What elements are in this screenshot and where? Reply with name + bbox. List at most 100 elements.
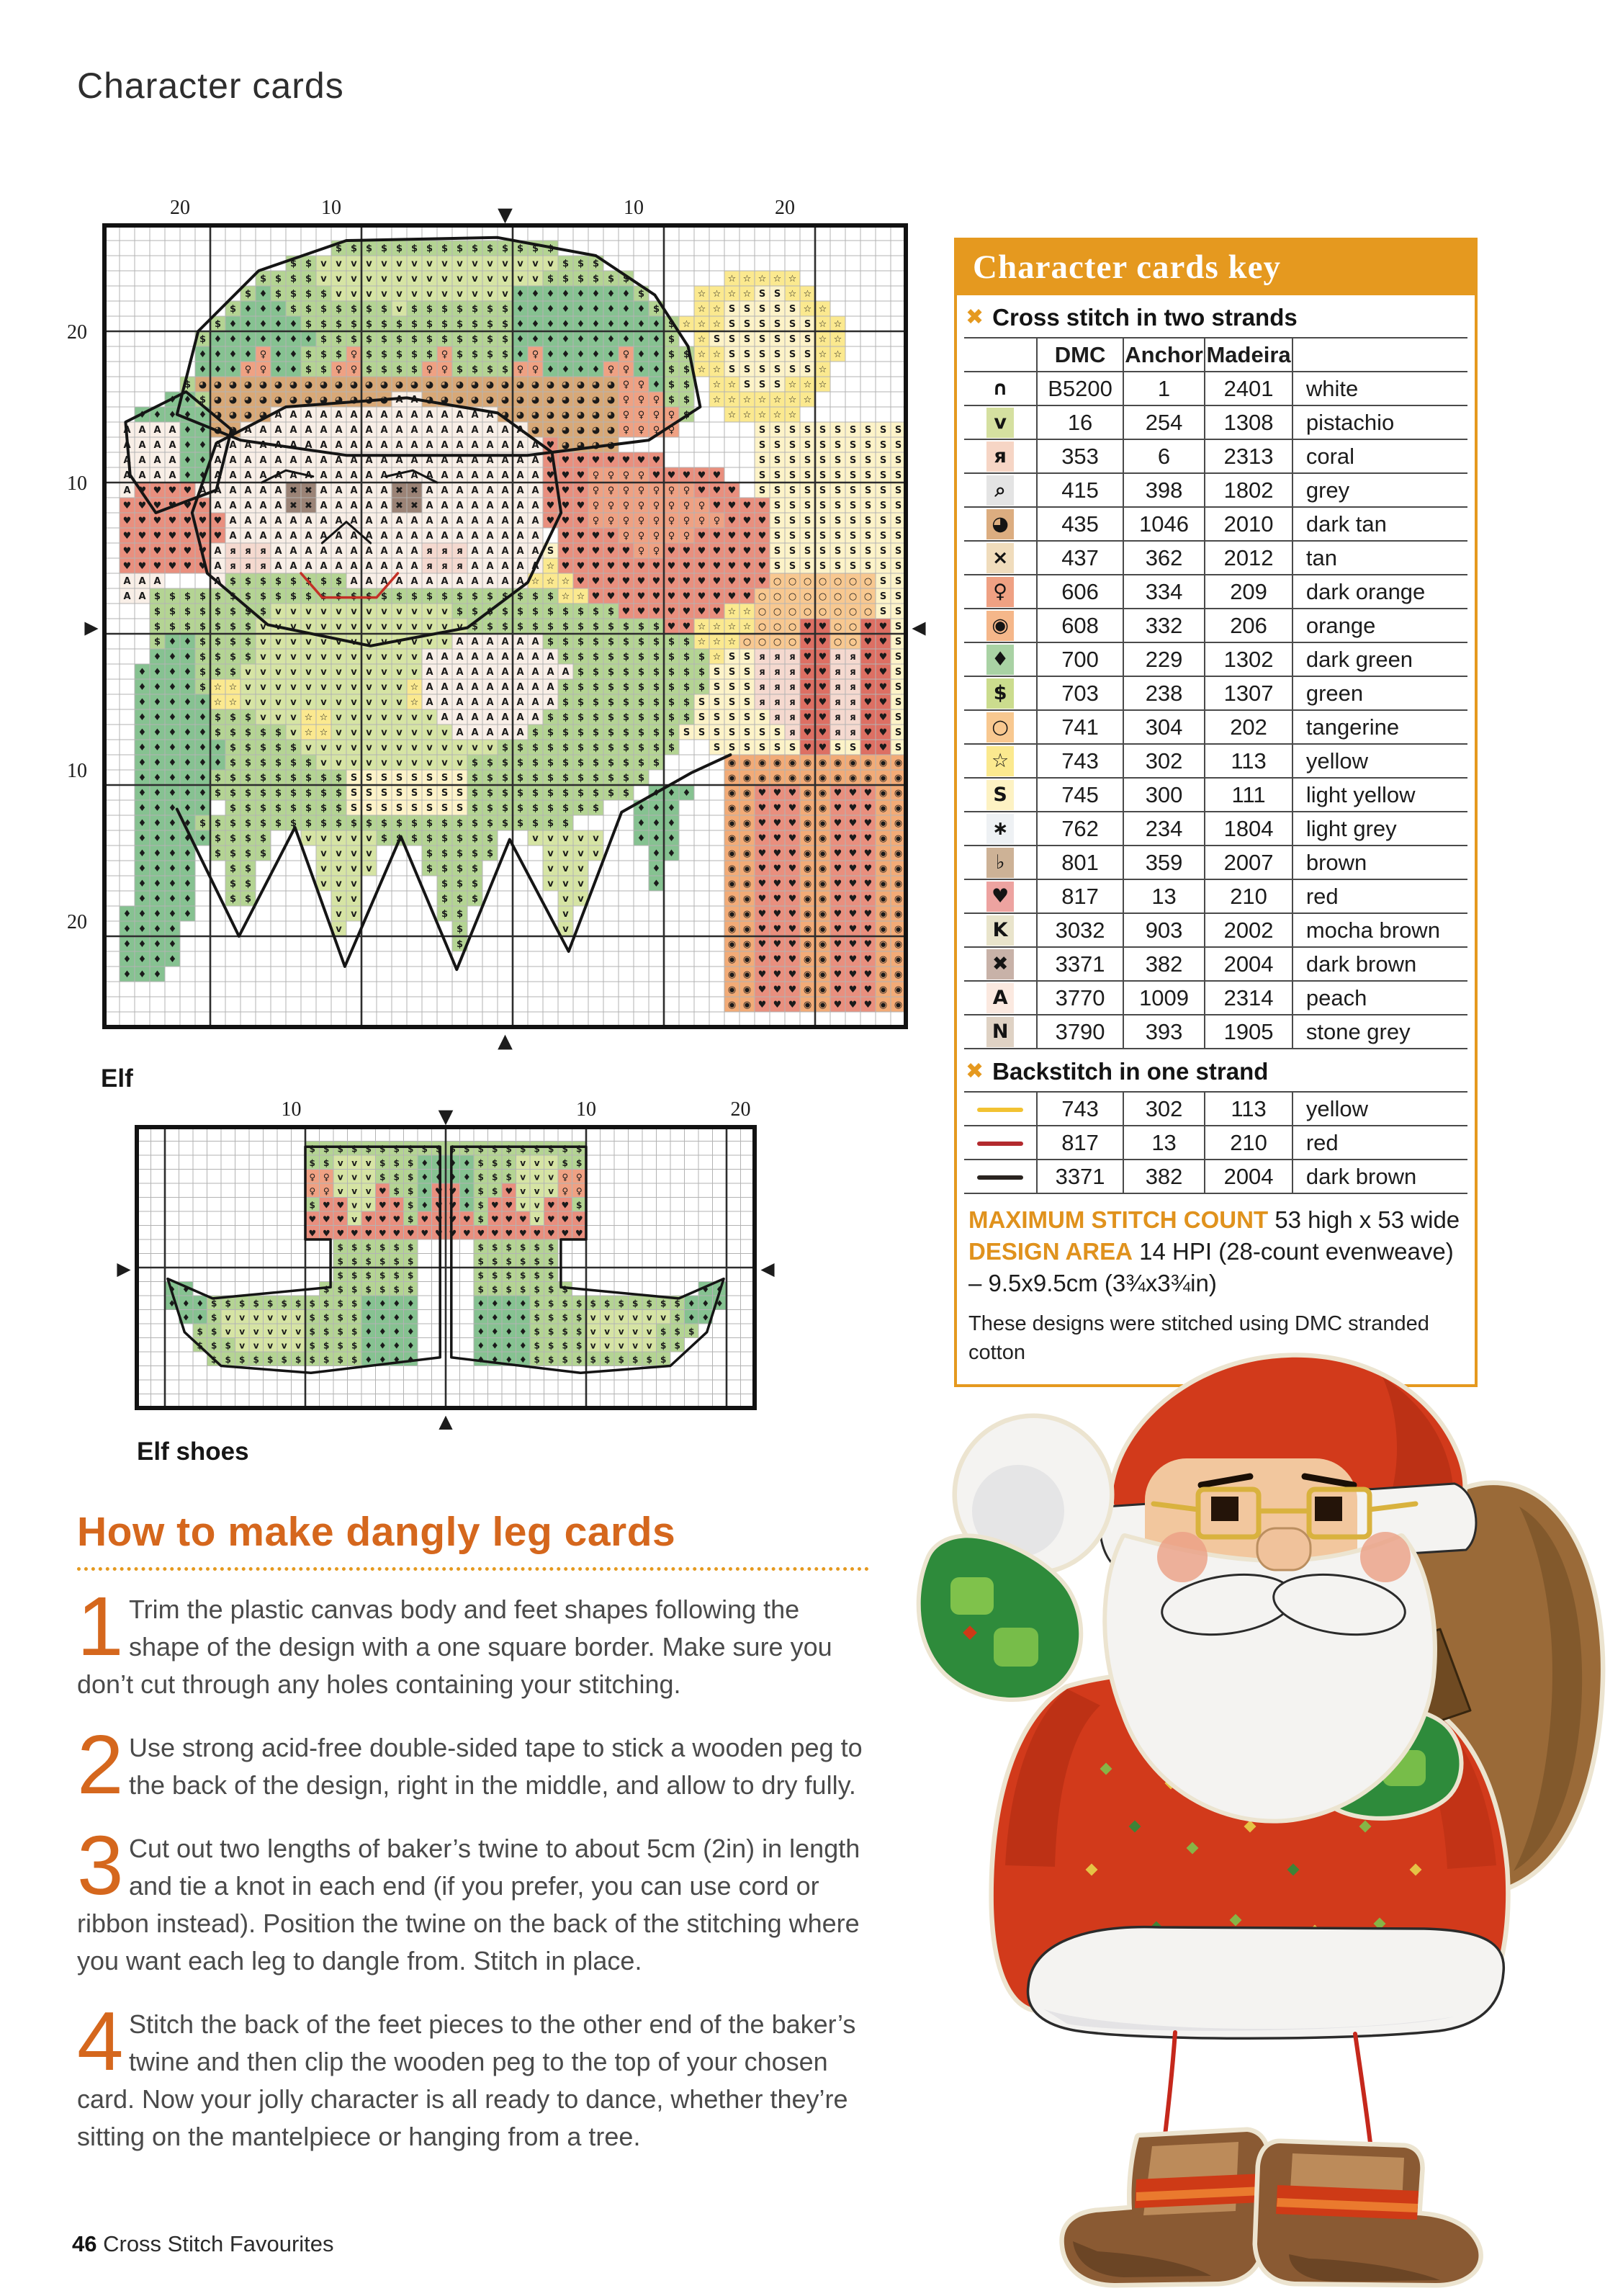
svg-text:$: $ bbox=[683, 652, 690, 663]
svg-text:$: $ bbox=[366, 1256, 372, 1266]
svg-text:♥: ♥ bbox=[758, 954, 767, 965]
svg-text:$: $ bbox=[668, 697, 675, 708]
svg-text:$: $ bbox=[441, 304, 448, 315]
svg-text:$: $ bbox=[517, 758, 523, 768]
svg-text:S: S bbox=[683, 727, 690, 738]
svg-text:v: v bbox=[366, 259, 372, 269]
svg-text:$: $ bbox=[184, 591, 191, 602]
svg-text:○: ○ bbox=[834, 576, 842, 587]
svg-text:A: A bbox=[501, 682, 508, 693]
svg-text:S: S bbox=[789, 485, 796, 496]
svg-text:$: $ bbox=[336, 788, 342, 799]
svg-text:♥: ♥ bbox=[758, 833, 767, 844]
svg-text:♦: ♦ bbox=[199, 833, 207, 844]
svg-text:♦: ♦ bbox=[153, 954, 162, 965]
svg-text:♥: ♥ bbox=[758, 864, 767, 874]
svg-text:S: S bbox=[850, 501, 856, 511]
key-row: K 3032 903 2002 mocha brown bbox=[964, 912, 1467, 947]
svg-text:A: A bbox=[486, 455, 493, 466]
svg-text:♦: ♦ bbox=[168, 909, 177, 920]
svg-text:♥: ♥ bbox=[577, 501, 585, 511]
svg-text:$: $ bbox=[441, 243, 448, 254]
svg-text:◉: ◉ bbox=[728, 894, 736, 905]
svg-text:S: S bbox=[396, 803, 403, 814]
svg-text:$: $ bbox=[593, 712, 599, 723]
svg-text:$: $ bbox=[260, 803, 266, 814]
svg-text:S: S bbox=[895, 743, 902, 753]
svg-text:♥: ♥ bbox=[562, 561, 570, 572]
key-madeira: 202 bbox=[1205, 709, 1293, 744]
svg-text:☆: ☆ bbox=[728, 274, 737, 284]
svg-text:S: S bbox=[804, 425, 811, 436]
svg-text:A: A bbox=[395, 576, 403, 587]
svg-text:◕: ◕ bbox=[531, 410, 539, 421]
svg-text:$: $ bbox=[547, 788, 554, 799]
svg-text:$: $ bbox=[426, 334, 433, 345]
svg-text:♥: ♥ bbox=[123, 546, 132, 557]
svg-text:♦: ♦ bbox=[637, 833, 646, 844]
svg-text:$: $ bbox=[472, 758, 478, 768]
svg-text:♦: ♦ bbox=[168, 803, 177, 814]
svg-text:A: A bbox=[380, 501, 387, 511]
svg-text:$: $ bbox=[290, 591, 297, 602]
key-madeira: 2012 bbox=[1205, 540, 1293, 575]
svg-text:$: $ bbox=[577, 727, 584, 738]
svg-text:◉: ◉ bbox=[894, 985, 902, 995]
svg-text:♥: ♥ bbox=[184, 516, 192, 526]
svg-text:♦: ♦ bbox=[184, 697, 192, 708]
svg-text:♀: ♀ bbox=[638, 425, 645, 436]
svg-text:◕: ◕ bbox=[577, 425, 585, 436]
svg-text:♥: ♥ bbox=[834, 848, 842, 859]
svg-text:v: v bbox=[534, 1158, 540, 1168]
svg-text:$: $ bbox=[653, 682, 660, 693]
svg-text:$: $ bbox=[506, 1158, 512, 1168]
key-row: $703 238 1307 green bbox=[964, 676, 1467, 710]
svg-text:♥: ♥ bbox=[336, 1200, 344, 1210]
svg-text:♦: ♦ bbox=[199, 440, 207, 451]
svg-text:♥: ♥ bbox=[683, 470, 691, 481]
key-colour-name: coral bbox=[1292, 439, 1467, 473]
svg-text:☆: ☆ bbox=[698, 334, 706, 345]
svg-text:v: v bbox=[351, 712, 357, 723]
svg-text:♦: ♦ bbox=[138, 833, 147, 844]
svg-text:A: A bbox=[289, 546, 297, 557]
svg-text:♦: ♦ bbox=[153, 712, 162, 723]
key-colour-name: mocha brown bbox=[1292, 912, 1467, 947]
svg-text:A: A bbox=[229, 440, 236, 451]
svg-text:◉: ◉ bbox=[758, 773, 766, 784]
key-row: × 437 362 2012 tan bbox=[964, 540, 1467, 575]
svg-text:S: S bbox=[850, 470, 856, 481]
svg-text:◉: ◉ bbox=[743, 788, 751, 799]
svg-text:◉: ◉ bbox=[758, 758, 766, 768]
svg-text:♦: ♦ bbox=[184, 803, 192, 814]
svg-text:◕: ◕ bbox=[501, 380, 509, 390]
svg-text:♀: ♀ bbox=[323, 1172, 330, 1182]
svg-text:A: A bbox=[426, 576, 433, 587]
svg-text:A: A bbox=[320, 455, 327, 466]
svg-text:A: A bbox=[501, 531, 508, 542]
svg-text:◉: ◉ bbox=[894, 773, 902, 784]
svg-text:◉: ◉ bbox=[894, 909, 902, 920]
step-text: Stitch the back of the feet pieces to th… bbox=[77, 2009, 856, 2151]
key-madeira: 210 bbox=[1205, 879, 1293, 913]
page-footer: 46 Cross Stitch Favourites bbox=[72, 2231, 334, 2257]
svg-text:$: $ bbox=[381, 833, 387, 844]
svg-text:◕: ◕ bbox=[562, 410, 570, 421]
svg-text:♥: ♥ bbox=[153, 561, 162, 572]
svg-text:$: $ bbox=[441, 864, 448, 874]
svg-text:♦: ♦ bbox=[592, 319, 601, 330]
stitch-symbol: ○ bbox=[964, 709, 1038, 744]
svg-text:◉: ◉ bbox=[773, 773, 781, 784]
svg-text:A: A bbox=[305, 410, 312, 421]
svg-text:$: $ bbox=[199, 606, 206, 617]
svg-text:$: $ bbox=[245, 743, 251, 753]
svg-text:S: S bbox=[895, 501, 902, 511]
svg-text:☆: ☆ bbox=[834, 319, 842, 330]
svg-text:♥: ♥ bbox=[788, 864, 797, 874]
svg-text:A: A bbox=[305, 455, 312, 466]
svg-text:$: $ bbox=[506, 1242, 512, 1252]
svg-text:$: $ bbox=[576, 1144, 582, 1154]
svg-text:S: S bbox=[835, 501, 841, 511]
svg-text:♥: ♥ bbox=[834, 969, 842, 980]
svg-text:♥: ♥ bbox=[463, 1214, 471, 1224]
